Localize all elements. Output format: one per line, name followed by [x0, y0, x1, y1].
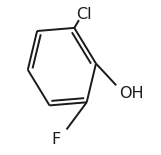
Text: Cl: Cl — [76, 7, 91, 22]
Text: OH: OH — [119, 86, 144, 100]
Text: F: F — [51, 132, 60, 147]
